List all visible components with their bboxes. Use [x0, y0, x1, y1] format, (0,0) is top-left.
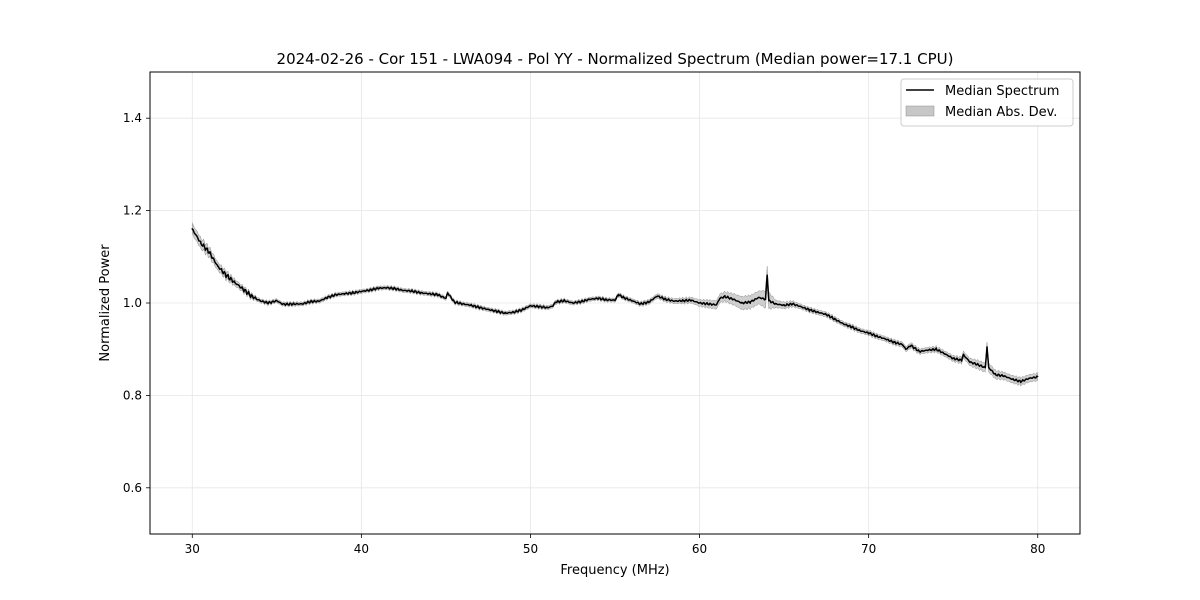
- y-axis-label: Normalized Power: [98, 244, 113, 362]
- x-axis-label: Frequency (MHz): [560, 563, 669, 578]
- x-axis-ticks: 30 40 50 60 70 80: [185, 534, 1045, 556]
- y-tick-label: 0.8: [123, 388, 142, 402]
- legend-label-median-abs-dev: Median Abs. Dev.: [945, 105, 1057, 120]
- legend: Median Spectrum Median Abs. Dev.: [900, 78, 1074, 127]
- x-tick-label: 30: [185, 542, 200, 556]
- median-spectrum-line: [191, 228, 1039, 384]
- legend-band-swatch: [905, 105, 935, 117]
- y-tick-label: 1.0: [123, 296, 142, 310]
- x-tick-label: 50: [523, 542, 538, 556]
- x-tick-label: 40: [354, 542, 369, 556]
- x-tick-label: 80: [1030, 542, 1045, 556]
- legend-box: [900, 78, 1074, 127]
- y-axis-ticks: 0.6 0.8 1.0 1.2 1.4: [123, 111, 150, 495]
- x-tick-label: 70: [861, 542, 876, 556]
- x-tick-label: 60: [692, 542, 707, 556]
- legend-label-median-spectrum: Median Spectrum: [945, 84, 1059, 99]
- y-tick-label: 1.2: [123, 204, 142, 218]
- y-tick-label: 0.6: [123, 481, 142, 495]
- grid-lines: [150, 72, 1080, 534]
- y-tick-label: 1.4: [123, 111, 142, 125]
- median-abs-dev-band: [192, 222, 1038, 387]
- chart-title: 2024-02-26 - Cor 151 - LWA094 - Pol YY -…: [277, 50, 954, 68]
